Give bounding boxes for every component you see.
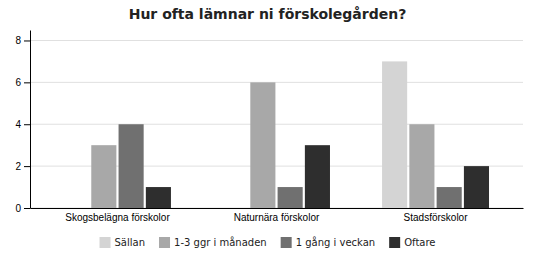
y-tick-label: 0 xyxy=(15,203,21,214)
legend-swatch xyxy=(389,237,400,248)
grid-line xyxy=(30,40,523,41)
y-tick-mark xyxy=(24,166,30,167)
legend-label: Oftare xyxy=(404,237,435,248)
plot: 0 2 4 6 8 Skogsbelägna förskolor Naturnära för… xyxy=(15,31,523,224)
y-tick-mark xyxy=(24,40,30,41)
x-tick-label: Naturnära förskolor xyxy=(234,212,320,223)
legend-swatch xyxy=(100,237,111,248)
bar xyxy=(146,187,171,208)
legend-swatch xyxy=(281,237,292,248)
y-tick-label: 4 xyxy=(15,119,21,130)
x-tick: Skogsbelägna förskolor xyxy=(65,212,170,223)
y-tick: 4 xyxy=(15,119,30,130)
y-axis-line xyxy=(30,31,31,209)
legend-item: Oftare xyxy=(389,237,435,248)
bar xyxy=(119,124,144,208)
bar xyxy=(382,61,407,208)
bar xyxy=(223,208,248,209)
title: Hur ofta lämnar ni förskolegården? xyxy=(129,6,407,22)
x-tick-label: Stadsförskolor xyxy=(404,212,469,223)
y-tick-mark xyxy=(24,208,30,209)
bar xyxy=(409,124,434,208)
bar xyxy=(64,208,89,209)
bar xyxy=(250,82,275,208)
legend: Sällan 1-3 ggr i månaden 1 gång i veckan Of… xyxy=(100,236,436,248)
x-tick: Naturnära förskolor xyxy=(234,212,320,223)
grid-line xyxy=(30,82,523,83)
series xyxy=(119,124,462,208)
legend-label: Sällan xyxy=(115,237,146,248)
series xyxy=(146,145,489,208)
legend-label: 1 gång i veckan xyxy=(296,236,376,248)
y-axis: 0 2 4 6 8 xyxy=(15,31,30,214)
grid-line xyxy=(30,124,523,125)
y-tick-label: 8 xyxy=(15,35,21,46)
bar xyxy=(305,145,330,208)
y-tick: 0 xyxy=(15,203,30,214)
chart: Hur ofta lämnar ni förskolegården? 0 2 4 6 8 S… xyxy=(0,0,535,254)
legend-swatch xyxy=(159,237,170,248)
bar xyxy=(464,166,489,208)
y-tick: 8 xyxy=(15,35,30,46)
legend-item: 1 gång i veckan xyxy=(281,236,376,248)
y-tick-mark xyxy=(24,82,30,83)
legend-label: 1-3 ggr i månaden xyxy=(174,236,267,248)
grid xyxy=(30,40,523,208)
x-tick: Stadsförskolor xyxy=(404,212,469,223)
y-tick-mark xyxy=(24,124,30,125)
x-axis-line xyxy=(31,208,524,209)
bar xyxy=(91,145,116,208)
bar xyxy=(278,187,303,208)
y-tick-label: 6 xyxy=(15,77,21,88)
y-tick: 6 xyxy=(15,77,30,88)
bar xyxy=(437,187,462,208)
y-tick-label: 2 xyxy=(15,161,21,172)
series xyxy=(91,82,434,208)
x-axis: Skogsbelägna förskolor Naturnära förskolo… xyxy=(31,209,524,224)
legend-item: 1-3 ggr i månaden xyxy=(159,236,267,248)
x-tick-label: Skogsbelägna förskolor xyxy=(65,212,170,223)
bars xyxy=(91,61,489,208)
legend-item: Sällan xyxy=(100,237,146,248)
series xyxy=(382,61,407,208)
y-tick: 2 xyxy=(15,161,30,172)
